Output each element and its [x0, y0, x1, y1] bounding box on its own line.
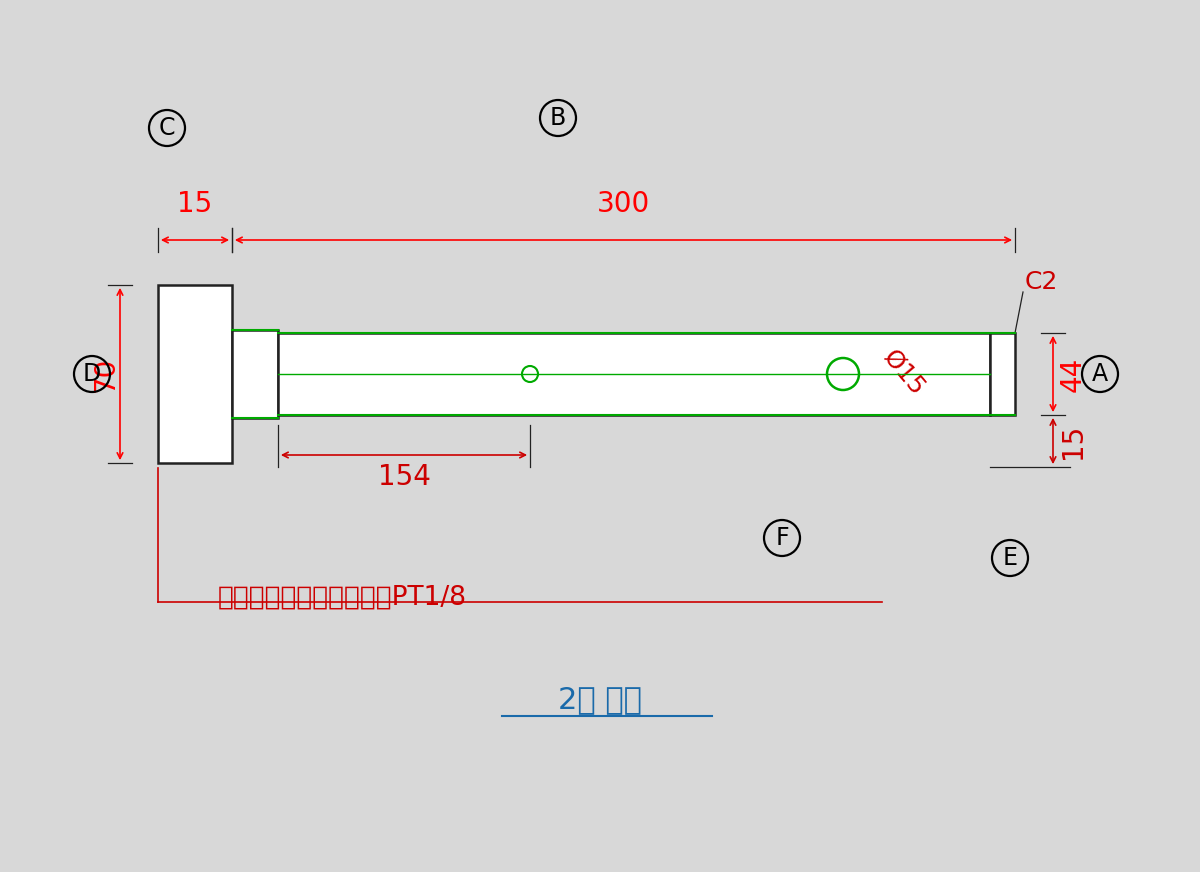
Text: Ø15: Ø15 — [878, 345, 929, 400]
Bar — [278, 333, 990, 415]
Text: D: D — [83, 362, 101, 386]
Text: B: B — [550, 106, 566, 130]
Bar — [158, 285, 232, 463]
Text: A: A — [1092, 362, 1108, 386]
Text: 154: 154 — [378, 463, 431, 491]
Text: C2: C2 — [1025, 270, 1058, 294]
Text: 44: 44 — [1060, 357, 1087, 392]
Text: E: E — [1002, 546, 1018, 570]
Text: 70: 70 — [92, 357, 120, 392]
Text: C: C — [158, 116, 175, 140]
Text: グリスニップル用ザグリPT1/8: グリスニップル用ザグリPT1/8 — [218, 585, 467, 611]
Bar — [232, 330, 278, 418]
Bar — [990, 333, 1015, 415]
Text: F: F — [775, 526, 788, 550]
Text: 300: 300 — [596, 190, 650, 218]
Text: 2ヶ 製作: 2ヶ 製作 — [558, 685, 642, 714]
Text: 15: 15 — [1060, 424, 1087, 459]
Text: 15: 15 — [178, 190, 212, 218]
